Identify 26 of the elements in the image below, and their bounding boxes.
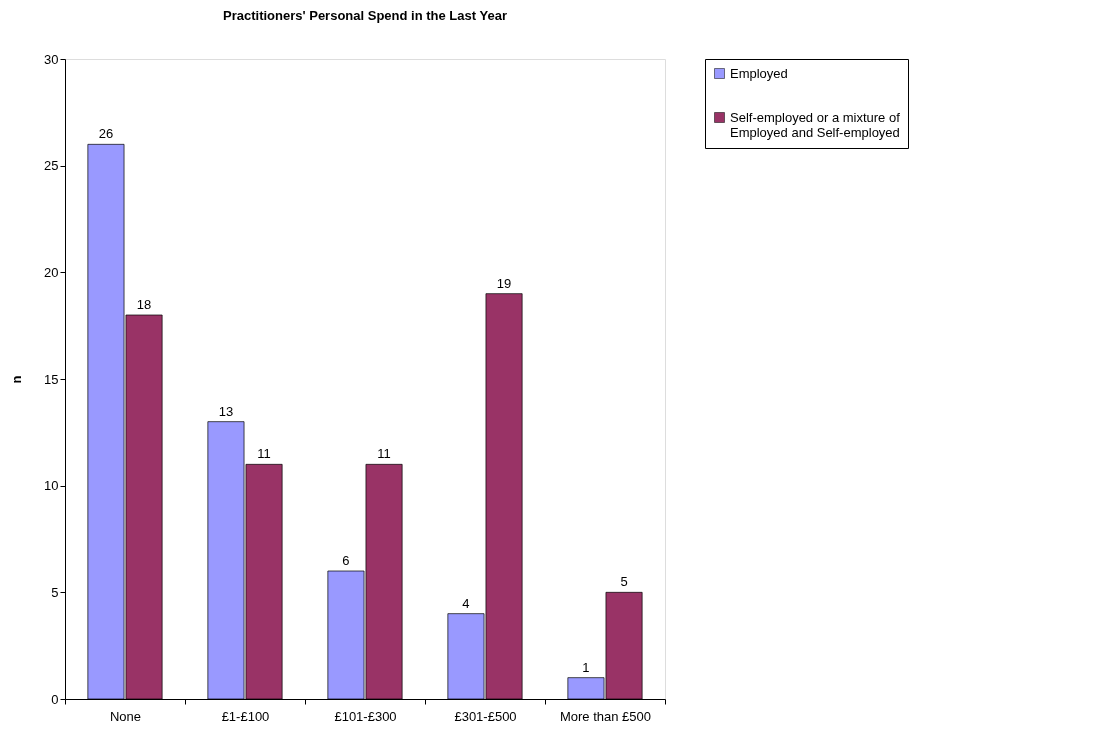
data-label: 18: [136, 297, 152, 312]
x-tick-label: £101-£300: [334, 708, 397, 724]
legend-label: Self-employed or a mixture of Employed and Self-employed: [730, 109, 901, 140]
data-label: 26: [98, 126, 114, 142]
y-axis-title: n: [9, 375, 25, 384]
chart-title: Practitioners' Personal Spend in the Last Year: [223, 8, 507, 23]
data-label: 4: [462, 595, 470, 611]
y-tick-label: 20: [44, 264, 59, 280]
data-label: 19: [496, 275, 512, 291]
x-tick-label: £301-£500: [454, 708, 517, 724]
y-tick-label: 5: [51, 584, 59, 600]
y-tick-label: 25: [44, 158, 59, 174]
data-label: 5: [620, 574, 628, 590]
data-label: 11: [257, 446, 271, 462]
x-tick-label: More than £500: [559, 708, 652, 724]
legend-label: Employed: [730, 65, 788, 81]
y-tick-label: 0: [51, 691, 59, 707]
x-tick-label: None: [109, 708, 142, 724]
y-tick-label: 15: [44, 371, 59, 387]
x-tick-label: £1-£100: [221, 708, 270, 724]
data-label: 6: [342, 553, 350, 568]
data-label: 1: [582, 659, 590, 675]
y-tick-label: 10: [44, 478, 59, 494]
y-tick-label: 30: [44, 51, 59, 67]
data-label: 13: [218, 403, 234, 419]
data-label: 11: [377, 446, 391, 462]
